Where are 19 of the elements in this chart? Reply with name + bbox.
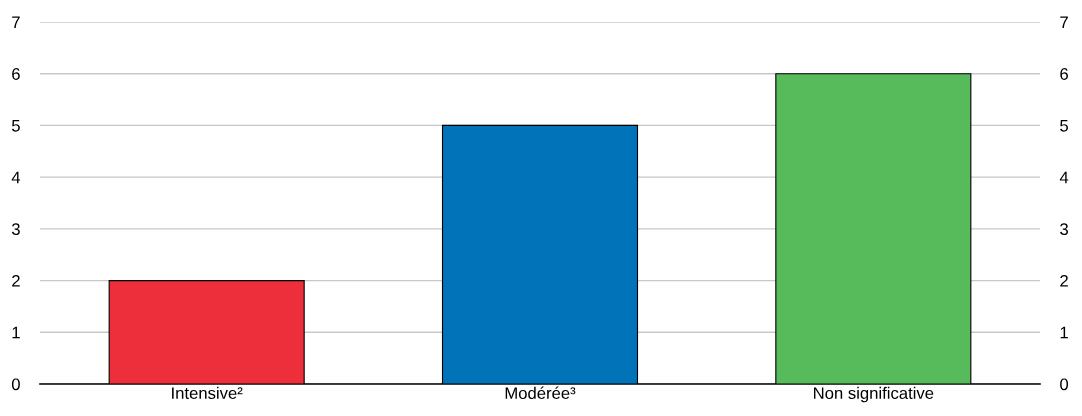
y-tick-label: 7 <box>12 16 20 29</box>
y-tick-label: 4 <box>11 171 21 184</box>
y-tick-label: 6 <box>12 68 20 80</box>
y-tick-label: 3 <box>11 223 20 236</box>
x-tick-label: Non significative <box>814 386 934 403</box>
y2-tick-label: 1 <box>1060 326 1068 339</box>
y-tick-label: 5 <box>11 120 20 132</box>
y-tick-label: 0 <box>11 378 20 391</box>
y-tick-label: 2 <box>12 274 20 287</box>
y-tick-label: 1 <box>12 326 20 339</box>
y2-tick-label: 7 <box>1060 16 1068 29</box>
y2-tick-label: 0 <box>1060 378 1069 391</box>
y2-tick-label: 3 <box>1060 223 1068 236</box>
y2-tick-label: 6 <box>1060 68 1068 80</box>
x-tick-label: Intensive² <box>172 386 243 400</box>
y2-tick-label: 2 <box>1060 274 1068 287</box>
x-tick-label: Modérée³ <box>505 386 576 400</box>
y2-tick-label: 5 <box>1060 120 1069 132</box>
y2-tick-label: 4 <box>1059 171 1069 184</box>
